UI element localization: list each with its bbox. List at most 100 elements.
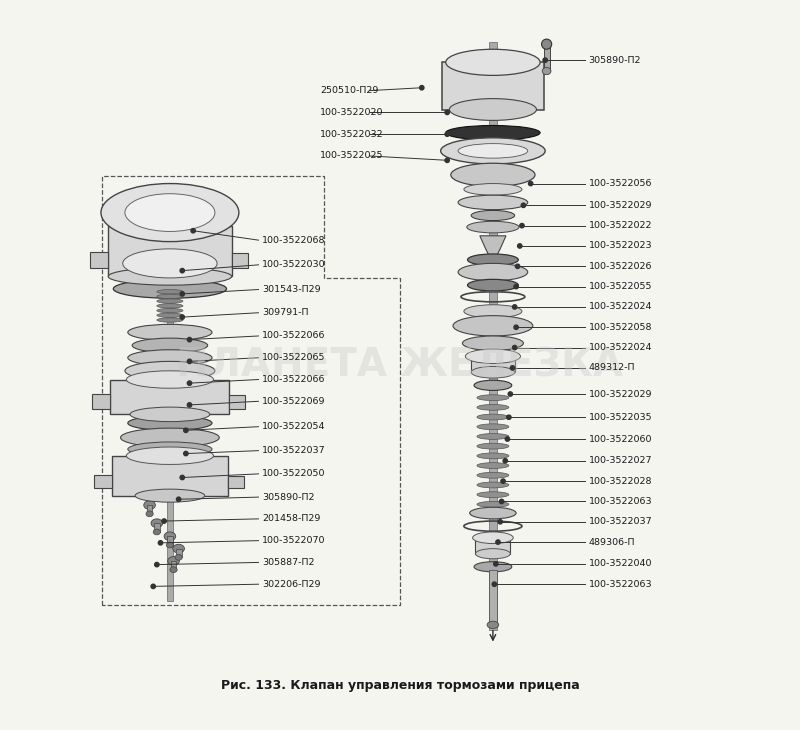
Ellipse shape	[164, 532, 176, 541]
Text: 302206-П29: 302206-П29	[262, 580, 321, 588]
Circle shape	[187, 381, 192, 385]
Ellipse shape	[477, 482, 509, 488]
Ellipse shape	[458, 144, 528, 158]
Bar	[90, 252, 108, 268]
Text: 100-3522030: 100-3522030	[262, 261, 326, 269]
Ellipse shape	[157, 318, 183, 322]
Ellipse shape	[170, 566, 177, 572]
Ellipse shape	[132, 338, 208, 353]
Circle shape	[543, 58, 547, 62]
Circle shape	[514, 285, 518, 289]
Bar	[167, 537, 173, 545]
Text: 100-3522029: 100-3522029	[589, 390, 652, 399]
Text: 489306-П: 489306-П	[589, 537, 635, 547]
Ellipse shape	[467, 254, 518, 266]
Ellipse shape	[166, 542, 174, 548]
Text: 100-3522070: 100-3522070	[262, 536, 326, 545]
Ellipse shape	[157, 294, 183, 299]
Bar	[91, 394, 110, 409]
Ellipse shape	[154, 529, 161, 535]
Circle shape	[513, 304, 517, 309]
Text: 309791-П: 309791-П	[262, 308, 309, 318]
Ellipse shape	[128, 416, 212, 430]
Ellipse shape	[475, 549, 510, 558]
Ellipse shape	[487, 621, 498, 629]
Ellipse shape	[458, 264, 528, 281]
Bar	[544, 45, 550, 71]
Text: 100-3522050: 100-3522050	[262, 469, 326, 478]
Text: 100-3522026: 100-3522026	[589, 262, 652, 271]
Circle shape	[522, 203, 526, 207]
Text: 100-3522066: 100-3522066	[262, 375, 326, 384]
Ellipse shape	[151, 519, 162, 528]
Ellipse shape	[450, 99, 537, 120]
Bar	[489, 570, 498, 625]
Ellipse shape	[144, 501, 155, 510]
Circle shape	[506, 437, 510, 441]
Ellipse shape	[453, 315, 533, 336]
Circle shape	[445, 110, 450, 115]
Circle shape	[162, 519, 166, 523]
Circle shape	[498, 520, 502, 524]
Ellipse shape	[125, 361, 215, 380]
Circle shape	[445, 132, 450, 137]
Circle shape	[154, 562, 159, 566]
Circle shape	[510, 366, 514, 370]
Text: 305890-П2: 305890-П2	[589, 55, 642, 65]
Bar	[442, 74, 462, 104]
Ellipse shape	[168, 556, 179, 565]
Bar	[112, 456, 228, 496]
Text: 100-3522054: 100-3522054	[262, 422, 326, 431]
Circle shape	[501, 479, 506, 483]
Circle shape	[191, 228, 195, 233]
Text: 100-3522063: 100-3522063	[589, 580, 652, 588]
Text: 100-3522020: 100-3522020	[320, 108, 384, 117]
Circle shape	[518, 244, 522, 248]
Ellipse shape	[101, 183, 239, 242]
Ellipse shape	[122, 249, 217, 278]
Ellipse shape	[466, 349, 521, 364]
Text: 100-3522022: 100-3522022	[589, 221, 652, 230]
Ellipse shape	[477, 434, 509, 439]
Circle shape	[515, 264, 520, 269]
Text: 100-3522056: 100-3522056	[589, 179, 652, 188]
Ellipse shape	[542, 67, 551, 74]
Ellipse shape	[477, 424, 509, 430]
Circle shape	[506, 415, 511, 420]
Ellipse shape	[125, 193, 215, 231]
Circle shape	[508, 392, 513, 396]
Ellipse shape	[175, 555, 182, 560]
Ellipse shape	[467, 280, 518, 291]
Text: 100-3522025: 100-3522025	[320, 151, 384, 161]
Ellipse shape	[157, 299, 183, 303]
Ellipse shape	[458, 195, 528, 210]
Circle shape	[445, 158, 450, 163]
Circle shape	[187, 337, 192, 342]
Bar	[228, 476, 244, 488]
Circle shape	[180, 269, 185, 273]
Ellipse shape	[108, 268, 232, 285]
Ellipse shape	[474, 561, 512, 572]
Circle shape	[529, 181, 533, 185]
Ellipse shape	[477, 492, 509, 498]
Ellipse shape	[464, 183, 522, 195]
Bar	[146, 505, 153, 514]
Circle shape	[514, 325, 518, 329]
Text: 100-3522060: 100-3522060	[589, 434, 652, 444]
Text: 100-3522037: 100-3522037	[262, 446, 326, 455]
Circle shape	[158, 541, 162, 545]
Text: 100-3522068: 100-3522068	[262, 236, 326, 245]
Circle shape	[151, 584, 155, 588]
Bar	[490, 42, 497, 630]
Ellipse shape	[473, 532, 514, 544]
Ellipse shape	[471, 210, 514, 220]
Circle shape	[520, 223, 524, 228]
Circle shape	[494, 561, 498, 566]
Ellipse shape	[466, 221, 519, 233]
Text: 100-3522035: 100-3522035	[589, 412, 652, 422]
Circle shape	[180, 315, 185, 319]
Ellipse shape	[446, 126, 540, 140]
Text: ПЛАНЕТА ЖЕЛЕЗКА: ПЛАНЕТА ЖЕЛЕЗКА	[177, 346, 623, 384]
Bar	[232, 253, 247, 268]
Ellipse shape	[441, 138, 545, 164]
